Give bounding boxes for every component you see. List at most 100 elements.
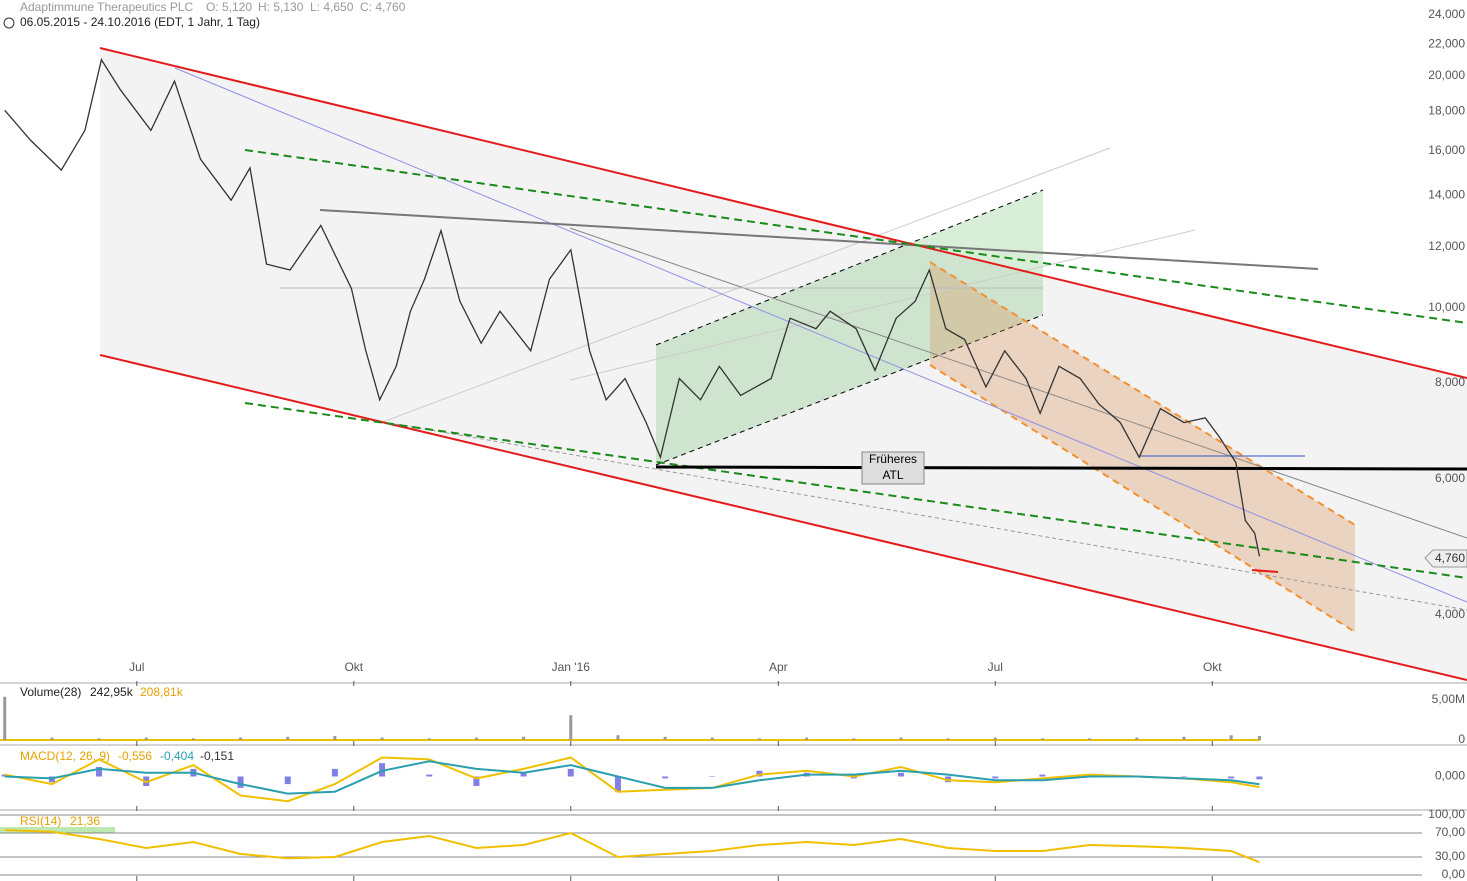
bar: [567, 768, 574, 777]
subtitle: 06.05.2015 - 24.10.2016 (EDT, 1 Jahr, 1 …: [20, 15, 260, 29]
legend-highlight: [0, 827, 115, 833]
y-tick-label: 16,000: [1428, 143, 1465, 157]
x-tick-label: Okt: [344, 660, 363, 674]
orange-channel: [930, 262, 1355, 632]
trend-line: [174, 67, 1467, 603]
bar: [380, 737, 384, 740]
ohlc: C: 4,760: [360, 0, 406, 14]
bar: [474, 737, 478, 740]
green-channel: [656, 190, 1043, 465]
bar: [663, 736, 667, 740]
bar: [1088, 738, 1092, 740]
bar: [522, 736, 526, 740]
bar: [710, 737, 714, 740]
trend-line: [389, 422, 1467, 611]
y-tick-label: 10,000: [1428, 300, 1465, 314]
bar: [237, 776, 244, 788]
y-tick-label: 0,00: [1442, 867, 1466, 881]
bar: [992, 776, 999, 779]
trend-line: [319, 209, 1319, 270]
bar: [897, 772, 904, 777]
bar: [616, 735, 620, 740]
trend-line: [99, 47, 1467, 379]
trend-line: [569, 227, 1467, 539]
line: [4, 829, 1260, 864]
y-tick-label: 100,00: [1428, 807, 1465, 821]
bar: [286, 736, 290, 740]
channel-fill: [100, 48, 1467, 680]
panel-stat: 242,95k: [90, 685, 134, 699]
annotation-box: [861, 451, 925, 485]
bar: [757, 738, 761, 740]
ohlc: L: 4,650: [310, 0, 354, 14]
panel-title: MACD(12, 26, 9): [20, 749, 110, 763]
panel-title: Volume(28): [20, 685, 81, 699]
bar: [520, 772, 527, 777]
channel-edge: [655, 314, 1044, 466]
x-tick-label: Apr: [769, 660, 788, 674]
bar: [1180, 776, 1187, 777]
drawings: Früheres ATL 4,760: [99, 47, 1467, 681]
bar: [993, 737, 997, 740]
bar: [1039, 774, 1046, 777]
ohlc: H: 5,130: [258, 0, 304, 14]
bar: [1257, 736, 1261, 740]
y-tick-label: 24,000: [1428, 7, 1465, 21]
line: [4, 760, 1260, 795]
y-tick-label: 22,000: [1428, 36, 1465, 50]
bar: [614, 776, 621, 792]
bar: [473, 776, 480, 786]
bar: [144, 737, 148, 740]
bar: [709, 776, 716, 777]
bar: [50, 737, 54, 740]
annotation: Früheres: [869, 452, 917, 466]
bar: [1040, 738, 1044, 740]
bar: [97, 738, 101, 740]
trend-line: [244, 149, 1467, 324]
trend-line: [1251, 569, 1279, 573]
y-tick-label: 20,000: [1428, 68, 1465, 82]
bar: [662, 776, 669, 779]
panels: [0, 682, 1467, 833]
x-tick-label: Jul: [129, 660, 144, 674]
bar: [239, 737, 243, 740]
x-tick-label: Jan '16: [552, 660, 591, 674]
panel-title: RSI(14): [20, 814, 61, 828]
channel-edge: [655, 189, 1044, 346]
support-line: [655, 465, 1467, 471]
bar: [1135, 737, 1139, 740]
panel-stat: -0,404: [160, 749, 194, 763]
bar: [946, 738, 950, 740]
y-tick-label: 8,000: [1435, 375, 1465, 389]
x-tick-label: Okt: [1203, 660, 1222, 674]
panel-stat: -0,151: [200, 749, 234, 763]
y-tick-label: 0: [1458, 732, 1465, 746]
bar: [3, 696, 7, 740]
y-tick-label: 0,000: [1435, 769, 1465, 783]
trend-line: [99, 354, 1467, 681]
y-tick-label: 18,000: [1428, 103, 1465, 117]
last-price-box: [1424, 549, 1467, 568]
y-tick-label: 6,000: [1435, 471, 1465, 485]
bar: [1228, 776, 1235, 779]
trend-line: [379, 147, 1111, 424]
line: [4, 58, 1261, 557]
annotation: ATL: [882, 468, 903, 482]
line: [4, 756, 1260, 803]
chart-title: Adaptimmune Therapeutics PLC: [20, 0, 194, 14]
trend-line: [244, 402, 1467, 579]
panel-stat: -0,556: [118, 749, 152, 763]
y-tick-label: 30,00: [1435, 849, 1465, 863]
bar: [569, 715, 573, 740]
bar: [191, 738, 195, 740]
bar: [426, 774, 433, 777]
bar: [852, 738, 856, 740]
bar: [96, 767, 103, 777]
bar: [899, 737, 903, 740]
panel-stat: 21,36: [70, 814, 100, 828]
y-tick-label: 5,00M: [1432, 692, 1465, 706]
last-price: 4,760: [1435, 551, 1465, 565]
panel-stat: 208,81k: [140, 685, 184, 699]
bar: [1182, 736, 1186, 740]
